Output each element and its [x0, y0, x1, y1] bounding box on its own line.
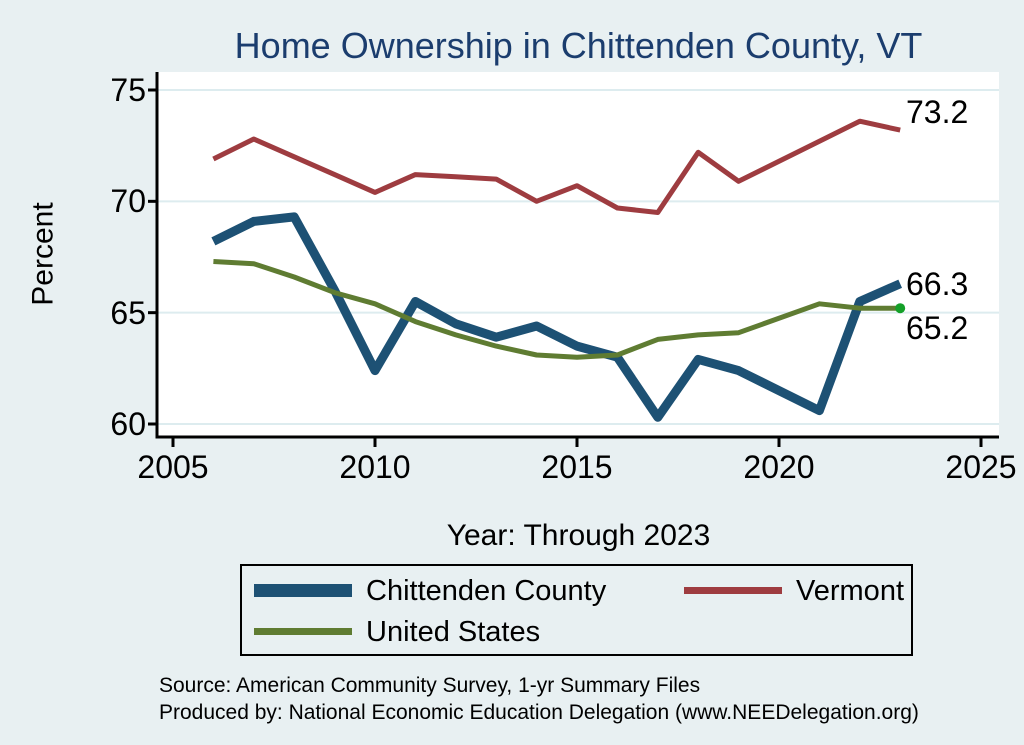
end-label-chittenden-county: 66.3 — [906, 265, 969, 302]
source-line-2: Produced by: National Economic Education… — [159, 701, 919, 724]
legend-swatch-united-states — [254, 628, 352, 635]
x-tick-label-2015: 2015 — [541, 449, 613, 485]
legend-label-vermont: Vermont — [796, 574, 904, 607]
legend: Chittenden County Vermont United States — [240, 564, 913, 656]
y-tick-label-70: 70 — [110, 183, 146, 220]
series-line-chittenden-county — [211, 212, 903, 422]
source-line-1: Source: American Community Survey, 1-yr … — [159, 674, 701, 697]
plot-background — [157, 72, 999, 437]
series-end-marker — [895, 303, 906, 314]
y-tick-label-75: 75 — [110, 72, 146, 108]
source-note: Source: American Community Survey, 1-yr … — [159, 672, 919, 726]
x-tick-label-2005: 2005 — [137, 449, 209, 485]
legend-item-united-states: United States — [242, 615, 672, 649]
x-tick-label-2010: 2010 — [339, 449, 411, 485]
x-tick-label-2020: 2020 — [743, 449, 815, 485]
legend-label-chittenden-county: Chittenden County — [366, 574, 607, 607]
legend-item-vermont: Vermont — [672, 574, 911, 608]
chart-title: Home Ownership in Chittenden County, VT — [234, 25, 923, 66]
y-axis-title: Percent — [26, 202, 60, 306]
end-label-united-states: 65.2 — [906, 310, 969, 347]
x-tick-label-2025: 2025 — [945, 449, 1017, 485]
legend-item-chittenden-county: Chittenden County — [242, 574, 672, 608]
series-line-united-states — [213, 259, 901, 360]
y-tick-label-60: 60 — [110, 406, 146, 442]
legend-swatch-chittenden-county — [254, 584, 352, 597]
y-tick-label-65: 65 — [110, 294, 146, 331]
legend-label-united-states: United States — [366, 615, 541, 648]
end-label-vermont: 73.2 — [906, 94, 969, 131]
legend-swatch-vermont — [684, 587, 782, 594]
x-axis-title: Year: Through 2023 — [446, 519, 711, 552]
series-line-vermont — [212, 118, 901, 215]
